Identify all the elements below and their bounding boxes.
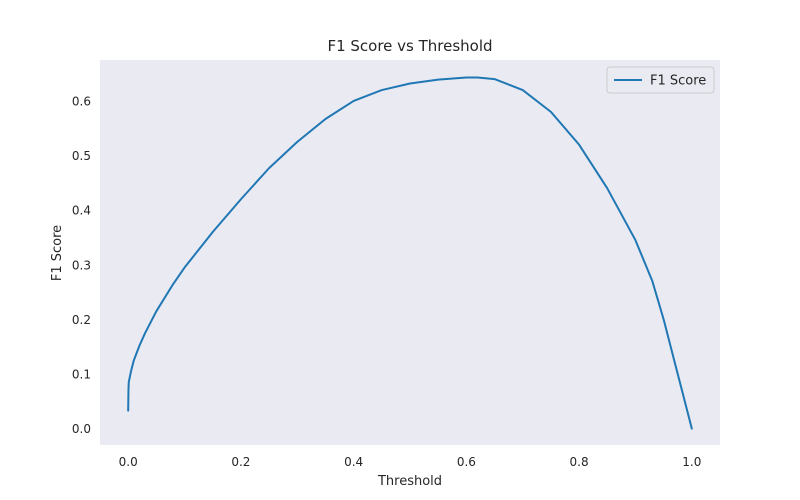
y-tick-label: 0.3: [72, 258, 91, 272]
legend-label: F1 Score: [650, 74, 706, 89]
y-tick-label: 0.2: [72, 313, 91, 327]
y-tick-label: 0.5: [72, 149, 91, 163]
y-axis-label: F1 Score: [50, 225, 65, 281]
x-tick-label: 0.2: [231, 455, 250, 469]
legend-box: [606, 66, 715, 94]
x-tick-label: 0.0: [119, 455, 138, 469]
x-tick-label: 1.0: [682, 455, 701, 469]
legend: F1 Score: [606, 66, 715, 94]
x-axis-label: Threshold: [377, 474, 442, 489]
y-axis-ticks: 0.0 0.1 0.2 0.3 0.4 0.5 0.6: [72, 94, 91, 436]
x-tick-label: 0.6: [457, 455, 476, 469]
plot-area: [100, 60, 720, 445]
chart-title: F1 Score vs Threshold: [327, 37, 492, 55]
y-tick-label: 0.1: [72, 368, 91, 382]
x-tick-label: 0.8: [570, 455, 589, 469]
x-axis-ticks: 0.0 0.2 0.4 0.6 0.8 1.0: [119, 455, 702, 469]
f1-score-line: [127, 76, 693, 430]
x-tick-label: 0.4: [344, 455, 363, 469]
y-tick-label: 0.6: [72, 94, 91, 108]
y-tick-label: 0.4: [72, 204, 91, 218]
y-tick-label: 0.0: [72, 422, 91, 436]
